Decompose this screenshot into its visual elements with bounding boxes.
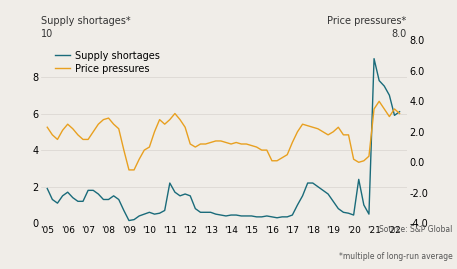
Price pressures: [44, 126, 50, 129]
Price pressures: [377, 100, 382, 103]
Supply shortages: [198, 211, 203, 214]
Price pressures: [244, 142, 249, 146]
Supply shortages: [126, 219, 132, 222]
Text: Source: S&P Global: Source: S&P Global: [379, 225, 452, 234]
Price pressures: [198, 142, 203, 146]
Text: 8.0: 8.0: [392, 29, 407, 38]
Text: Supply shortages*: Supply shortages*: [41, 16, 131, 26]
Price pressures: [126, 168, 132, 172]
Text: *multiple of long-run average: *multiple of long-run average: [339, 252, 452, 261]
Supply shortages: [351, 213, 356, 217]
Price pressures: [351, 158, 356, 161]
Supply shortages: [157, 212, 162, 215]
Line: Supply shortages: Supply shortages: [47, 59, 399, 221]
Price pressures: [90, 130, 96, 133]
Supply shortages: [397, 110, 402, 113]
Text: 10: 10: [41, 29, 53, 38]
Supply shortages: [90, 189, 96, 192]
Legend: Supply shortages, Price pressures: Supply shortages, Price pressures: [53, 49, 161, 76]
Supply shortages: [371, 57, 377, 60]
Price pressures: [397, 112, 402, 115]
Price pressures: [131, 168, 137, 172]
Line: Price pressures: Price pressures: [47, 101, 399, 170]
Supply shortages: [244, 214, 249, 218]
Supply shortages: [131, 218, 137, 221]
Price pressures: [157, 118, 162, 121]
Supply shortages: [44, 187, 50, 190]
Text: Price pressures*: Price pressures*: [328, 16, 407, 26]
